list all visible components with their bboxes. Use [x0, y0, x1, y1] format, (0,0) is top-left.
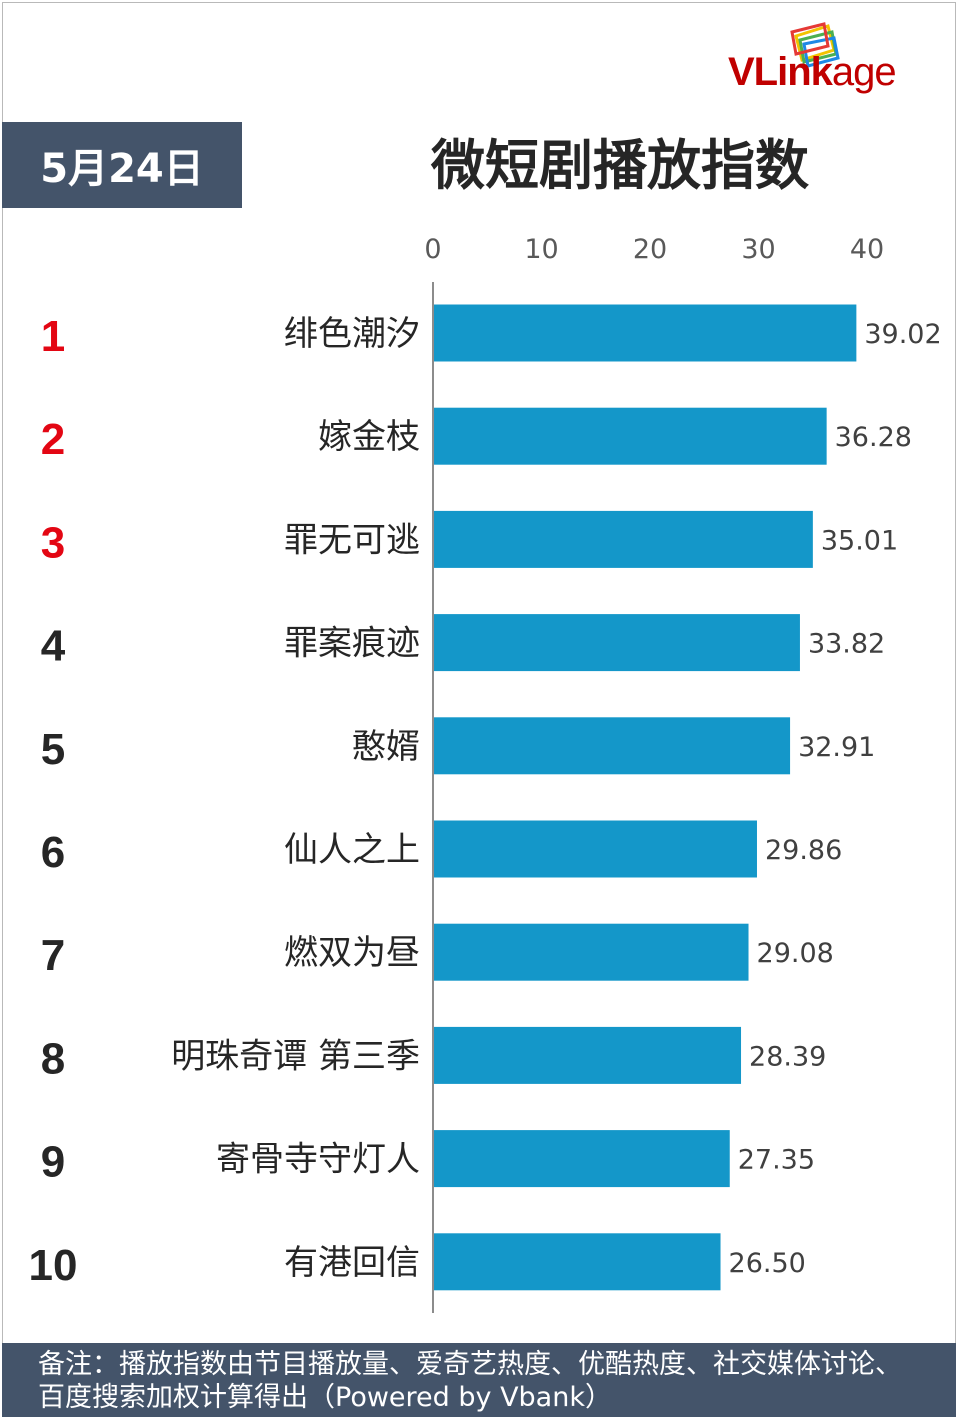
value-label: 36.28	[835, 422, 912, 453]
category-label: 罪案痕迹	[284, 624, 420, 664]
category-label: 有港回信	[284, 1243, 420, 1283]
rank-number: 8	[41, 1034, 65, 1083]
category-label: 绯色潮汐	[284, 314, 420, 354]
category-label: 嫁金枝	[318, 417, 420, 457]
x-tick-label: 40	[850, 234, 884, 265]
value-label: 33.82	[808, 629, 885, 660]
value-label: 29.08	[757, 938, 834, 969]
bar	[434, 1233, 721, 1291]
category-label: 罪无可逃	[284, 520, 420, 560]
bar	[434, 510, 813, 568]
rank-number: 5	[41, 725, 65, 774]
bar	[434, 614, 800, 672]
category-label: 明珠奇谭 第三季	[171, 1036, 420, 1076]
vlinkage-logo: VLinkage	[728, 18, 952, 102]
chart-title: 微短剧播放指数	[431, 134, 809, 197]
bar	[434, 1026, 742, 1084]
value-label: 27.35	[738, 1145, 815, 1176]
bar	[434, 304, 857, 362]
footer-note: 备注：播放指数由节目播放量、爱奇艺热度、优酷热度、社交媒体讨论、百度搜索加权计算…	[2, 1343, 956, 1417]
date-badge: 5月24日	[2, 122, 242, 208]
value-label: 26.50	[729, 1248, 806, 1279]
rank-number: 10	[29, 1241, 78, 1290]
x-tick-label: 30	[741, 234, 775, 265]
category-label: 燃双为昼	[284, 933, 420, 973]
bar	[434, 820, 757, 878]
rank-number: 1	[41, 312, 65, 361]
bar	[434, 923, 749, 981]
category-label: 憨婿	[352, 727, 420, 767]
value-label: 39.02	[864, 319, 941, 350]
category-label: 寄骨寺守灯人	[216, 1140, 420, 1180]
rank-number: 7	[41, 931, 65, 980]
x-tick-label: 10	[524, 234, 558, 265]
x-tick-label: 20	[633, 234, 667, 265]
rank-number: 6	[41, 828, 65, 877]
bar	[434, 407, 827, 465]
logo-wordmark: VLinkage	[728, 50, 897, 94]
logo-emblem-icon	[790, 22, 840, 68]
bar	[434, 1130, 730, 1188]
category-label: 仙人之上	[284, 830, 420, 870]
bar	[434, 717, 791, 775]
rank-number: 9	[41, 1138, 65, 1187]
value-label: 35.01	[821, 525, 898, 556]
rank-number: 3	[41, 518, 65, 567]
x-tick-label: 0	[424, 234, 441, 265]
value-label: 28.39	[749, 1041, 826, 1072]
value-label: 29.86	[765, 835, 842, 866]
value-label: 32.91	[798, 732, 875, 763]
rank-number: 4	[41, 622, 66, 671]
rank-number: 2	[41, 415, 65, 464]
